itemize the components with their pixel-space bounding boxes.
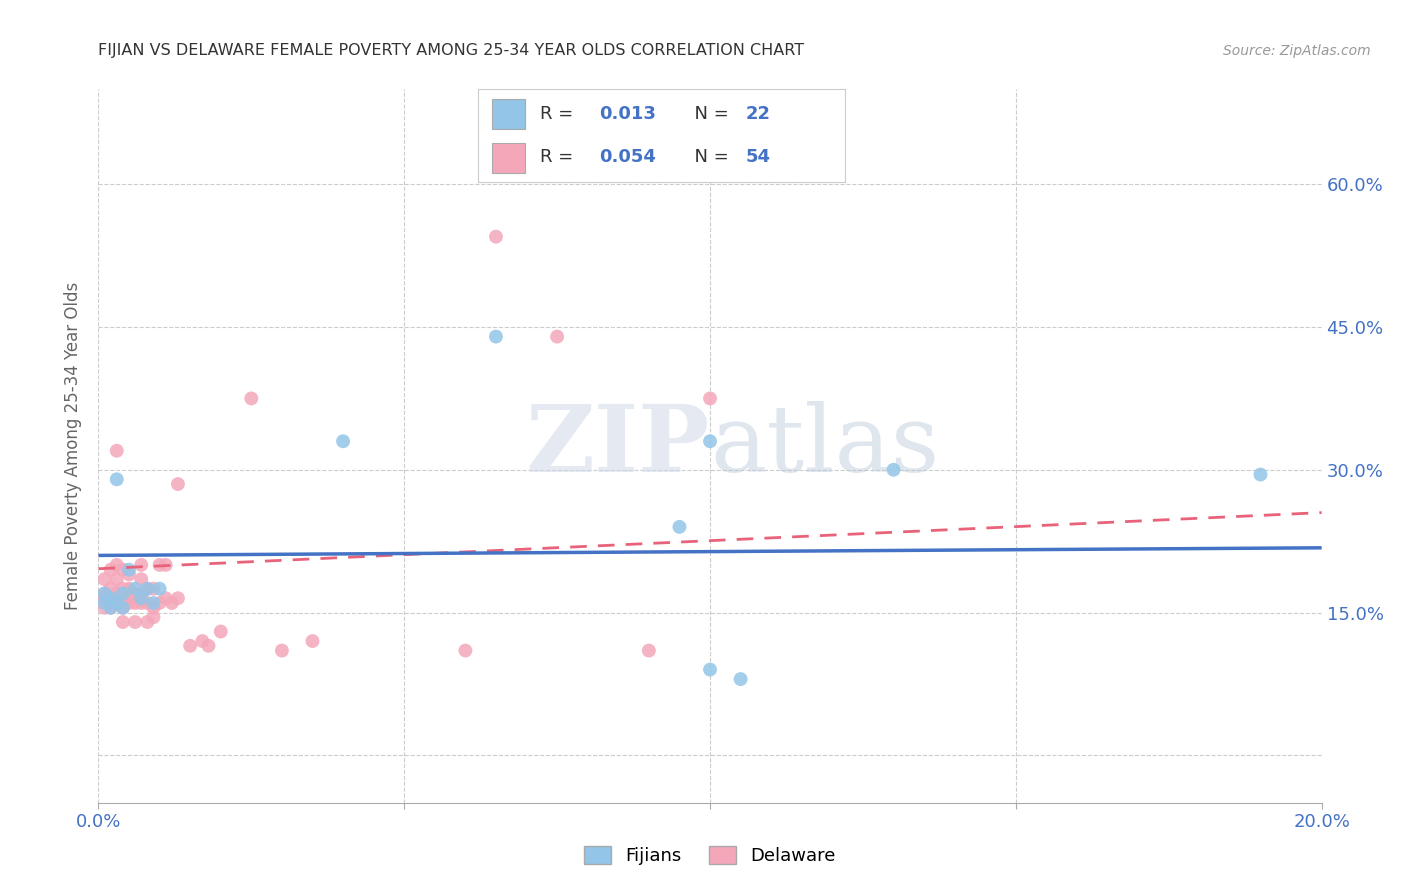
Point [100, 591, 122, 606]
Point [105, 596, 128, 610]
Point [105, 596, 128, 610]
Point [160, 596, 183, 610]
Point [142, 582, 165, 596]
Point [637, 643, 661, 657]
Point [93, 586, 115, 600]
Point [142, 600, 165, 615]
Text: atlas: atlas [710, 401, 939, 491]
Y-axis label: Female Poverty Among 25-34 Year Olds: Female Poverty Among 25-34 Year Olds [65, 282, 83, 610]
Point [142, 610, 165, 624]
Point [100, 582, 122, 596]
Point [111, 563, 134, 577]
Point [129, 591, 152, 606]
Point [118, 591, 141, 606]
Point [105, 472, 128, 486]
Point [1249, 467, 1271, 482]
Point [730, 672, 752, 686]
Legend: Fijians, Delaware: Fijians, Delaware [576, 838, 844, 872]
Point [136, 582, 159, 596]
Point [111, 600, 134, 615]
Point [155, 558, 177, 572]
Point [149, 582, 172, 596]
Point [111, 615, 134, 629]
Point [118, 563, 141, 577]
Point [167, 477, 190, 491]
Point [149, 558, 172, 572]
Point [485, 329, 508, 343]
Point [301, 634, 323, 648]
Point [105, 572, 128, 586]
Point [699, 663, 721, 677]
Point [136, 615, 159, 629]
Text: ZIP: ZIP [526, 401, 710, 491]
Point [93, 596, 115, 610]
Point [124, 586, 146, 600]
Point [93, 586, 115, 600]
Point [93, 572, 115, 586]
Point [699, 434, 721, 449]
Point [668, 520, 690, 534]
Point [270, 643, 292, 657]
Point [136, 596, 159, 610]
Point [167, 591, 190, 606]
Point [93, 600, 115, 615]
Point [209, 624, 232, 639]
Point [485, 229, 508, 244]
Point [100, 600, 122, 615]
Point [124, 582, 146, 596]
Point [118, 567, 141, 582]
Point [142, 596, 165, 610]
Point [191, 634, 214, 648]
Point [93, 591, 115, 606]
Point [332, 434, 354, 449]
Point [883, 463, 905, 477]
Point [124, 615, 146, 629]
Point [111, 591, 134, 606]
Point [699, 392, 721, 406]
Point [118, 582, 141, 596]
Text: FIJIAN VS DELAWARE FEMALE POVERTY AMONG 25-34 YEAR OLDS CORRELATION CHART: FIJIAN VS DELAWARE FEMALE POVERTY AMONG … [98, 43, 804, 58]
Point [136, 582, 159, 596]
Point [111, 600, 134, 615]
Point [129, 572, 152, 586]
Point [149, 596, 172, 610]
Point [129, 596, 152, 610]
Point [100, 591, 122, 606]
Point [129, 586, 152, 600]
Point [179, 639, 201, 653]
Point [546, 329, 568, 343]
Point [124, 596, 146, 610]
Point [111, 582, 134, 596]
Point [155, 591, 177, 606]
Point [118, 596, 141, 610]
Text: Source: ZipAtlas.com: Source: ZipAtlas.com [1223, 44, 1371, 58]
Point [454, 643, 477, 657]
Point [129, 558, 152, 572]
Point [105, 586, 128, 600]
Point [240, 392, 263, 406]
Point [105, 443, 128, 458]
Point [111, 586, 134, 600]
Point [100, 563, 122, 577]
Point [197, 639, 219, 653]
Point [100, 600, 122, 615]
Point [105, 558, 128, 572]
